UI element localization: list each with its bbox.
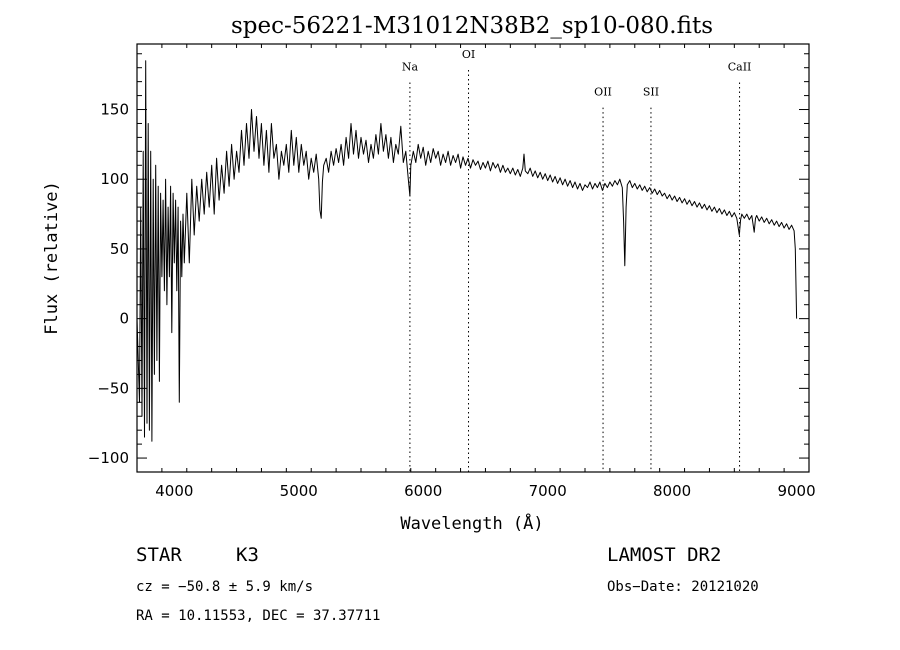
line-label-oi: OI [462,48,475,61]
plot-border [136,43,810,473]
line-label-na: Na [402,60,419,73]
info-block: STAR K3 LAMOST DR2 cz = −50.8 ± 5.9 km/s… [136,544,759,624]
chart-title: spec-56221-M31012N38B2_sp10-080.fits [231,13,713,39]
x-axis-label: Wavelength (Å) [400,512,543,534]
x-tick-label: 9000 [777,482,815,500]
redshift-cz: cz = −50.8 ± 5.9 km/s [136,579,313,595]
spectrum-line-0 [136,60,798,442]
line-label-sii: SII [643,86,659,99]
y-tick-label: −50 [97,379,129,397]
line-label-caii: CaII [728,60,752,73]
y-axis-label: Flux (relative) [42,181,62,335]
plot-frame [136,43,810,473]
x-tick-label: 8000 [653,482,691,500]
x-tick-label: 5000 [280,482,318,500]
spectrum-series [136,60,798,442]
survey-name: LAMOST DR2 [607,544,721,566]
y-tick-label: 150 [100,101,129,119]
y-tick-label: −100 [88,449,129,467]
x-tick-label: 6000 [404,482,442,500]
obs-date: Obs−Date: 20121020 [607,579,759,595]
y-tick-label: 100 [100,170,129,188]
x-axis-ticks: 4000 5000 6000 7000 8000 9000 [136,44,816,500]
y-tick-label: 0 [119,310,129,328]
x-tick-label: 7000 [529,482,567,500]
spectral-line-markers: Na OI OII SII CaII [402,48,752,472]
line-label-oii: OII [594,86,612,99]
object-class: STAR [136,544,182,566]
subclass: K3 [236,544,259,566]
ra-dec: RA = 10.11553, DEC = 37.37711 [136,608,380,624]
x-tick-label: 4000 [155,482,193,500]
y-axis-ticks: −100 −50 0 50 100 150 [88,53,809,467]
y-tick-label: 50 [110,240,129,258]
